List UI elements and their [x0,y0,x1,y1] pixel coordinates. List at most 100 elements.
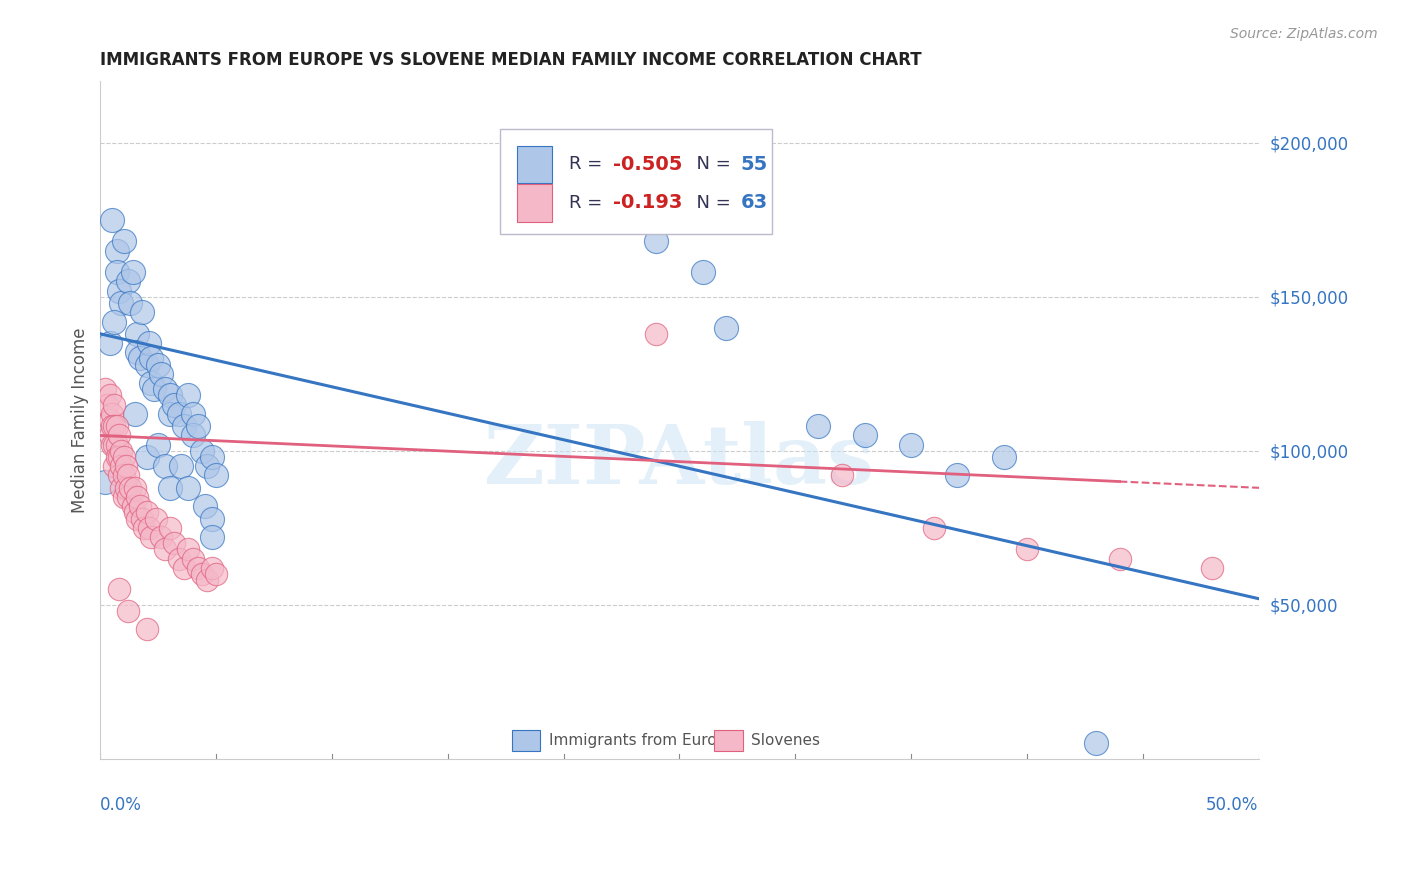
Point [187,561,209,575]
Point [98,336,121,351]
Point [110,443,132,458]
Point [1085,736,1108,750]
Point [108,450,131,464]
Point [120,296,142,310]
Point [194,500,217,514]
Point [127,490,149,504]
Y-axis label: Median Family Income: Median Family Income [72,327,89,513]
Point [112,450,135,464]
Point [167,407,190,421]
Point [110,481,132,495]
Point [163,536,186,550]
Point [103,459,125,474]
Point [177,388,200,402]
Point [121,500,143,514]
Point [112,468,135,483]
Point [148,358,170,372]
Point [177,542,200,557]
FancyBboxPatch shape [517,145,553,183]
Point [101,438,124,452]
Point [155,459,177,474]
Point [200,561,222,575]
Point [692,265,714,279]
Point [141,376,163,391]
Text: IMMIGRANTS FROM EUROPE VS SLOVENE MEDIAN FAMILY INCOME CORRELATION CHART: IMMIGRANTS FROM EUROPE VS SLOVENE MEDIAN… [100,51,922,69]
Text: Immigrants from Europe: Immigrants from Europe [548,733,735,748]
Point [135,505,157,519]
Point [98,428,121,442]
Point [96,398,118,412]
Point [159,388,181,402]
Point [131,511,153,525]
Text: R =: R = [569,155,609,173]
Point [127,345,149,359]
Point [110,459,132,474]
Point [853,428,876,442]
Point [124,481,146,495]
Point [103,419,125,434]
Text: Source: ZipAtlas.com: Source: ZipAtlas.com [1230,27,1378,41]
Text: N =: N = [685,155,737,173]
Point [110,296,132,310]
Point [200,530,222,544]
Point [105,265,128,279]
Point [177,481,200,495]
Point [155,382,177,396]
Point [1201,561,1223,575]
Point [135,623,157,637]
Point [155,542,177,557]
Point [103,438,125,452]
Text: -0.193: -0.193 [613,194,683,212]
Text: ZIPAtlas: ZIPAtlas [484,421,875,500]
Point [128,351,150,366]
Point [159,521,181,535]
Point [142,382,165,396]
Point [163,398,186,412]
Point [103,314,125,328]
Point [101,419,124,434]
Point [141,530,163,544]
Point [191,567,214,582]
FancyBboxPatch shape [517,185,553,221]
Point [170,459,193,474]
Point [148,438,170,452]
Point [131,305,153,319]
FancyBboxPatch shape [501,128,772,234]
Point [94,475,117,489]
Point [105,419,128,434]
Point [195,573,218,587]
Point [114,459,136,474]
Point [112,235,135,249]
FancyBboxPatch shape [512,731,540,751]
Point [187,419,209,434]
Point [167,551,190,566]
Point [121,265,143,279]
Text: Slovenes: Slovenes [751,733,820,748]
Point [94,382,117,396]
Point [128,500,150,514]
Text: 0.0%: 0.0% [100,796,142,814]
Point [114,481,136,495]
Text: R =: R = [569,194,609,212]
Point [200,450,222,464]
Point [181,551,204,566]
Point [149,530,172,544]
Point [205,567,228,582]
Point [831,468,853,483]
Text: 63: 63 [741,194,768,212]
Point [145,511,167,525]
Point [191,443,214,458]
Point [807,419,830,434]
Point [127,511,149,525]
Point [173,561,195,575]
Point [138,521,160,535]
Point [117,604,139,618]
Point [101,407,124,421]
Point [135,450,157,464]
Text: N =: N = [685,194,737,212]
FancyBboxPatch shape [714,731,744,751]
Point [159,407,181,421]
Point [134,521,156,535]
Point [141,351,163,366]
Point [993,450,1015,464]
